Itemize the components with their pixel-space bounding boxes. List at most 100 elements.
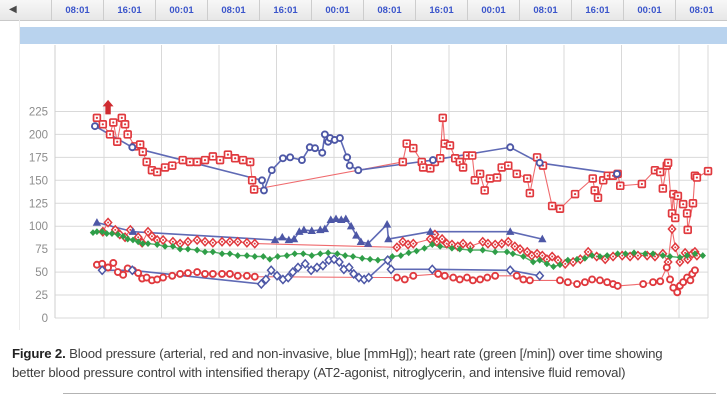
marker-heart-rate [448,244,456,252]
marker-arterial-diastolic [573,280,581,288]
marker-arterial-mean [107,221,110,224]
marker-arterial-mean [450,243,453,246]
marker-arterial-mean [211,241,214,244]
marker-heart-rate [153,241,161,248]
time-tick-label: 00:01 [169,4,194,16]
marker-arterial-diastolic [184,269,192,277]
marker-arterial-diastolic [613,281,622,290]
marker-arterial-mean [171,240,174,243]
marker-arterial-diastolic [119,270,128,279]
marker-noninvasive-systolic [428,156,437,165]
marker-heart-rate [581,254,589,262]
y-tick-label: 50 [35,267,48,279]
marker-arterial-mean [526,250,529,253]
marker-arterial-mean [674,246,677,249]
marker-heart-rate [603,252,611,259]
marker-heart-rate [699,252,706,259]
marker-arterial-systolic [234,157,237,160]
marker-heart-rate [226,250,234,258]
marker-arterial-systolic [496,176,499,179]
marker-arterial-systolic [443,142,446,145]
marker-arterial-mean [678,261,681,264]
marker-noninvasive-mean [346,221,356,230]
time-tick-8: 00:01 [467,0,519,20]
marker-arterial-systolic [465,154,469,157]
marker-noninvasive-systolic [320,130,329,139]
marker-arterial-diastolic [208,269,217,278]
marker-heart-rate [691,250,699,258]
marker-arterial-mean [236,240,239,243]
marker-arterial-systolic [141,150,144,153]
marker-heart-rate [405,249,412,257]
marker-noninvasive-systolic [613,169,621,178]
marker-noninvasive-diastolic [349,268,359,280]
marker-arterial-mean [469,245,472,248]
marker-noninvasive-systolic [354,166,363,175]
marker-arterial-mean [629,255,632,258]
marker-arterial-mean [147,230,150,233]
marker-heart-rate [479,246,486,254]
marker-arterial-mean [530,254,533,257]
marker-noninvasive-mean [270,235,280,244]
marker-arterial-diastolic [649,278,657,287]
marker-arterial-systolic [686,228,689,231]
marker-arterial-systolic [682,203,685,206]
marker-arterial-systolic [695,176,699,179]
marker-heart-rate [93,228,101,236]
marker-arterial-mean [486,242,489,245]
time-tick-label: 08:01 [377,4,402,16]
marker-arterial-diastolic [233,271,242,280]
marker-arterial-mean [433,233,436,236]
marker-arterial-diastolic [686,276,695,285]
marker-noninvasive-diastolic [293,262,303,273]
marker-arterial-diastolic [662,263,671,272]
marker-noninvasive-diastolic [300,258,310,269]
marker-heart-rate [251,253,258,260]
marker-heart-rate [564,256,572,264]
marker-arterial-mean [671,227,674,230]
marker-heart-rate [659,252,667,259]
marker-arterial-diastolic [596,276,604,285]
marker-heart-rate [161,242,169,250]
marker-arterial-systolic [123,123,127,126]
marker-noninvasive-diastolic [283,272,293,283]
scroll-back-icon[interactable]: ◀ [9,4,17,15]
marker-heart-rate [218,250,226,258]
frame-divider [19,20,20,330]
y-tick-label: 0 [42,313,48,325]
marker-heart-rate [630,249,638,257]
marker-heart-rate [374,256,382,264]
marker-noninvasive-systolic [297,156,306,165]
marker-arterial-diastolic [476,275,485,284]
marker-arterial-diastolic [455,275,464,284]
marker-arterial-mean [156,238,159,241]
marker-heart-rate [683,252,691,259]
marker-heart-rate [134,238,142,246]
marker-heart-rate [334,250,341,258]
marker-noninvasive-diastolic [427,264,437,275]
marker-arterial-diastolic [134,269,143,277]
marker-arterial-systolic [653,169,657,172]
timeline-scroll-strip[interactable] [20,27,727,44]
marker-heart-rate [124,235,131,243]
marker-arterial-systolic [253,188,256,191]
marker-arterial-diastolic [400,275,409,284]
marker-heart-rate [520,253,527,260]
marker-arterial-diastolic [580,278,589,287]
marker-arterial-diastolic [392,273,401,282]
marker-arterial-systolic [461,166,465,169]
marker-arterial-systolic [500,166,503,169]
marker-heart-rate [666,253,674,260]
marker-arterial-systolic [448,144,452,147]
marker-noninvasive-diastolic [127,265,137,276]
marker-arterial-mean [667,261,670,264]
marker-arterial-diastolic [512,271,521,280]
marker-noninvasive-systolic [343,153,352,162]
marker-noninvasive-diastolic [535,270,545,281]
marker-arterial-systolic [676,194,680,198]
marker-arterial-systolic [619,184,622,187]
marker-arterial-systolic [685,212,689,215]
marker-heart-rate [649,250,657,258]
marker-heart-rate [588,252,596,259]
marker-noninvasive-mean [356,237,366,246]
